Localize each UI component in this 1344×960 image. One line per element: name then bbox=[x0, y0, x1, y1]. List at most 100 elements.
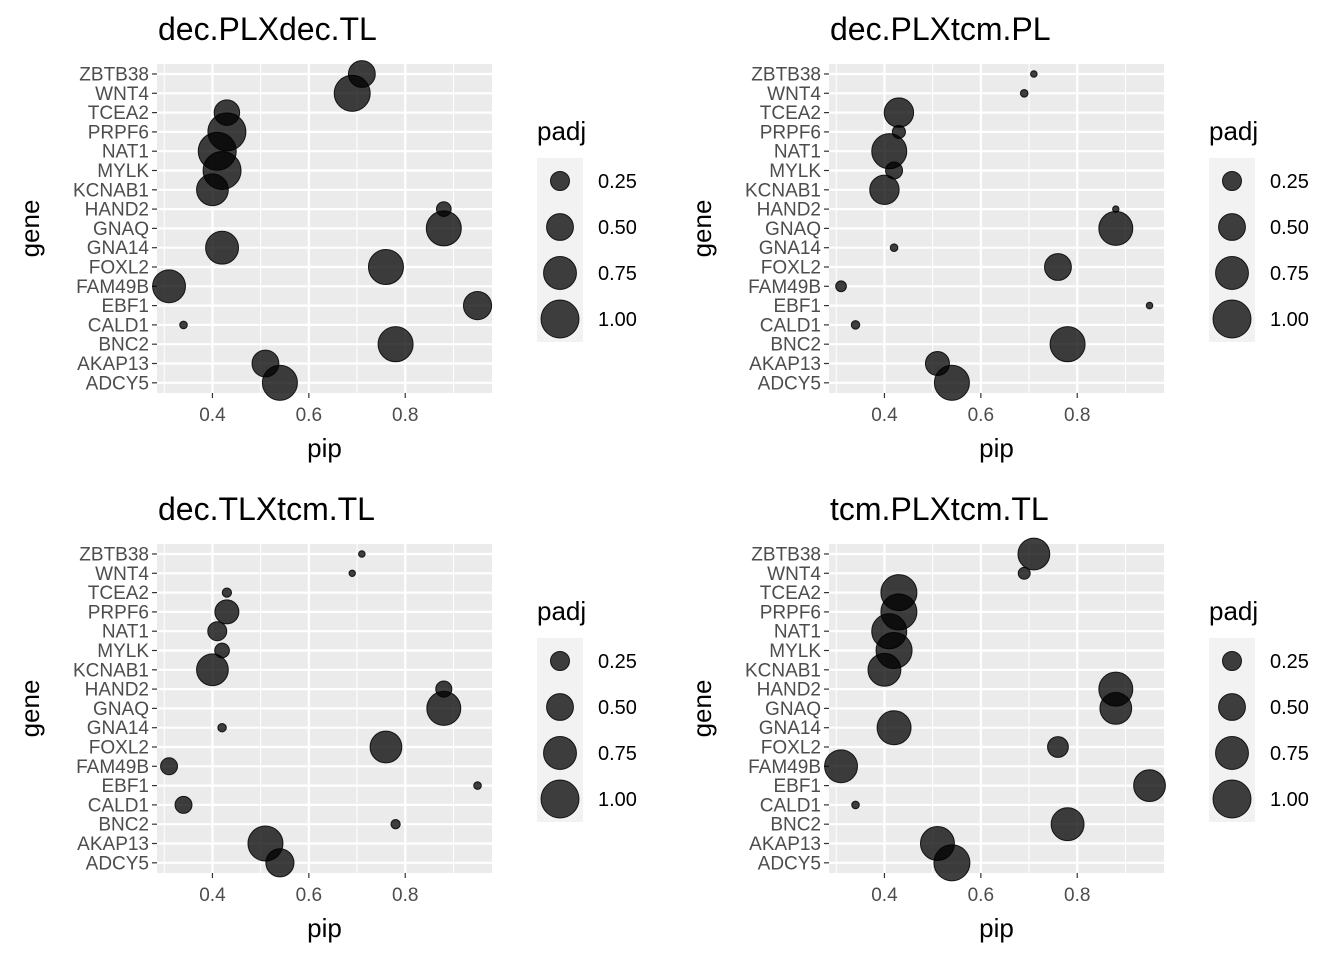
y-tick-label: TCEA2 bbox=[760, 103, 821, 124]
x-tick-label: 0.6 bbox=[968, 885, 994, 906]
legend-key-circle bbox=[1218, 693, 1246, 721]
data-point-kcnab1 bbox=[867, 652, 902, 687]
y-tick-label: FAM49B bbox=[748, 277, 821, 298]
y-tick-label: ADCY5 bbox=[758, 373, 821, 394]
y-tick-label: MYLK bbox=[769, 641, 821, 662]
y-tick-label: MYLK bbox=[97, 641, 149, 662]
data-point-cald1 bbox=[851, 800, 860, 810]
data-point-foxl2 bbox=[1044, 253, 1072, 281]
legend-label: 0.50 bbox=[598, 217, 637, 239]
legend-label: 0.50 bbox=[1270, 697, 1309, 719]
y-tick-label: BNC2 bbox=[98, 335, 149, 356]
y-axis-title: gene bbox=[687, 680, 717, 738]
y-tick-label: CALD1 bbox=[760, 315, 821, 336]
data-point-nat1 bbox=[207, 621, 228, 642]
data-point-akap13 bbox=[251, 349, 280, 378]
legend-key-circle bbox=[543, 256, 577, 290]
x-tick-label: 0.6 bbox=[296, 405, 322, 426]
y-tick-label: TCEA2 bbox=[88, 103, 149, 124]
y-tick-label: PRPF6 bbox=[760, 122, 821, 143]
legend-key-circle bbox=[550, 171, 570, 191]
y-tick-label: GNAQ bbox=[93, 699, 149, 720]
data-point-foxl2 bbox=[1047, 736, 1069, 758]
x-tick-label: 0.8 bbox=[392, 405, 418, 426]
data-point-gna14 bbox=[205, 230, 240, 265]
chart-title: tcm.PLXtcm.TL bbox=[830, 491, 1049, 527]
y-tick-label: FAM49B bbox=[76, 757, 149, 778]
legend-key-circle bbox=[1212, 299, 1252, 339]
y-tick-label: ADCY5 bbox=[758, 853, 821, 874]
y-tick-label: FAM49B bbox=[76, 277, 149, 298]
chart-title: dec.PLXdec.TL bbox=[158, 11, 377, 47]
y-tick-label: GNAQ bbox=[765, 219, 821, 240]
y-tick-label: EBF1 bbox=[773, 296, 821, 317]
y-tick-label: MYLK bbox=[769, 161, 821, 182]
legend-label: 0.75 bbox=[1270, 263, 1309, 285]
legend-key-circle bbox=[550, 651, 570, 671]
y-tick-label: TCEA2 bbox=[760, 583, 821, 604]
data-point-foxl2 bbox=[369, 730, 403, 764]
data-point-cald1 bbox=[179, 320, 188, 330]
y-tick-label: WNT4 bbox=[95, 564, 149, 585]
data-point-ebf1 bbox=[462, 291, 493, 321]
y-tick-label: EBF1 bbox=[101, 296, 149, 317]
x-tick-label: 0.6 bbox=[296, 885, 322, 906]
y-tick-label: HAND2 bbox=[85, 200, 149, 221]
data-point-gna14 bbox=[889, 243, 899, 252]
y-tick-label: ADCY5 bbox=[86, 373, 149, 394]
chart-panel-2: dec.PLXtcm.PL ADCY5AKAP13BNC2CALD1EBF1FAM… bbox=[687, 11, 1309, 463]
y-tick-label: WNT4 bbox=[95, 84, 149, 105]
data-point-prpf6 bbox=[214, 599, 240, 625]
y-tick-label: ZBTB38 bbox=[751, 65, 821, 86]
y-tick-label: KCNAB1 bbox=[73, 660, 149, 681]
data-point-tcea2 bbox=[221, 587, 233, 598]
y-tick-label: PRPF6 bbox=[88, 122, 149, 143]
legend-title: padj bbox=[537, 596, 586, 626]
chart-title: dec.TLXtcm.TL bbox=[158, 491, 375, 527]
data-point-wnt4 bbox=[348, 569, 356, 578]
data-point-ebf1 bbox=[1133, 769, 1166, 802]
legend-key-circle bbox=[543, 736, 577, 770]
y-tick-label: BNC2 bbox=[770, 335, 821, 356]
x-axis-title: pip bbox=[979, 433, 1014, 463]
y-tick-label: NAT1 bbox=[102, 622, 149, 643]
x-tick-label: 0.8 bbox=[1064, 885, 1090, 906]
y-tick-label: GNA14 bbox=[759, 718, 822, 739]
data-point-nat1 bbox=[871, 613, 908, 650]
data-point-hand2 bbox=[435, 201, 452, 217]
data-point-hand2 bbox=[1112, 205, 1120, 213]
data-point-gnaq bbox=[1099, 692, 1133, 725]
x-tick-label: 0.4 bbox=[871, 405, 898, 426]
y-tick-label: ADCY5 bbox=[86, 853, 149, 874]
legend-label: 0.25 bbox=[1270, 651, 1309, 673]
data-point-cald1 bbox=[174, 795, 193, 814]
legend-key-circle bbox=[1215, 736, 1249, 770]
data-point-bnc2 bbox=[1049, 326, 1086, 363]
data-point-mylk bbox=[885, 161, 904, 180]
data-point-kcnab1 bbox=[869, 174, 900, 206]
data-point-fam49b bbox=[160, 757, 179, 776]
y-tick-label: KCNAB1 bbox=[745, 180, 821, 201]
y-tick-label: NAT1 bbox=[102, 142, 149, 163]
data-point-zbtb38 bbox=[1030, 70, 1038, 78]
data-point-ebf1 bbox=[1145, 301, 1154, 310]
y-tick-label: KCNAB1 bbox=[745, 660, 821, 681]
x-axis-title: pip bbox=[307, 913, 342, 943]
data-point-fam49b bbox=[152, 269, 187, 304]
legend-label: 0.25 bbox=[598, 651, 637, 673]
y-tick-label: HAND2 bbox=[757, 680, 821, 701]
chart-panel-3: dec.TLXtcm.TL ADCY5AKAP13BNC2CALD1EBF1FAM… bbox=[15, 491, 637, 943]
y-tick-label: NAT1 bbox=[774, 142, 821, 163]
legend-key-circle bbox=[1218, 213, 1246, 241]
y-tick-label: GNA14 bbox=[759, 238, 822, 259]
legend-key-circle bbox=[1215, 256, 1249, 290]
y-tick-label: WNT4 bbox=[767, 564, 821, 585]
legend-label: 0.75 bbox=[598, 743, 637, 765]
data-point-fam49b bbox=[835, 280, 847, 293]
data-point-foxl2 bbox=[367, 248, 404, 286]
data-point-adcy5 bbox=[265, 848, 295, 878]
chart-panel-4: tcm.PLXtcm.TL ADCY5AKAP13BNC2CALD1EBF1FAM… bbox=[687, 491, 1309, 943]
data-point-hand2 bbox=[435, 680, 453, 698]
y-tick-label: CALD1 bbox=[88, 315, 149, 336]
legend-label: 0.50 bbox=[598, 697, 637, 719]
